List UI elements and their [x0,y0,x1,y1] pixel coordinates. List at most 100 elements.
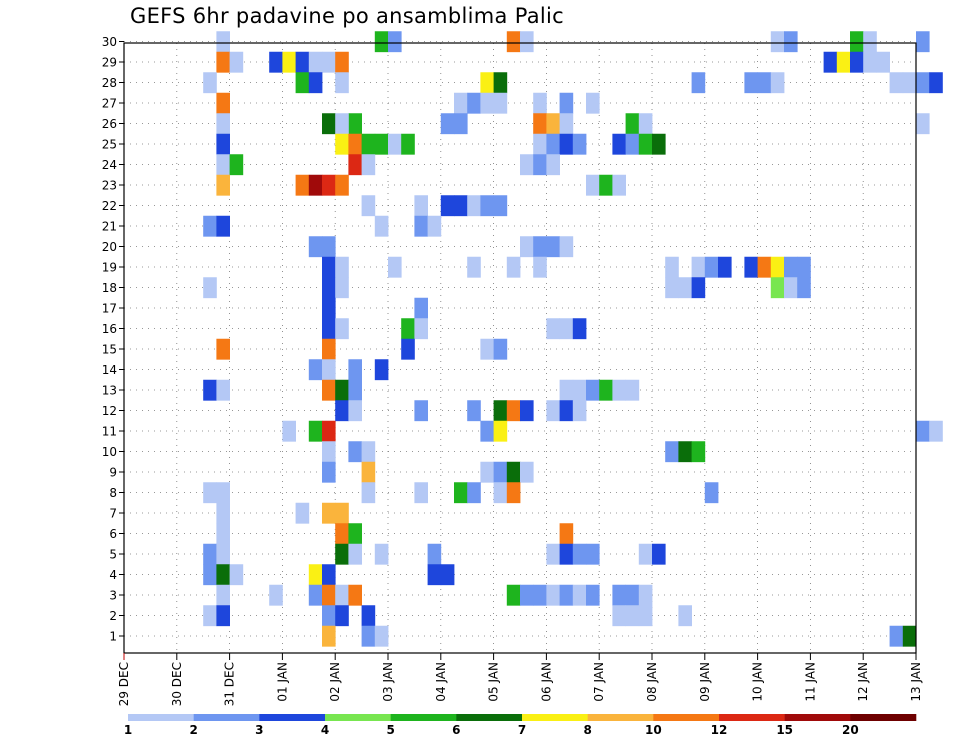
colorbar-label: 15 [776,723,793,737]
plot-frame [123,42,917,654]
heatmap-cell [216,174,230,196]
cell-layer [203,31,943,647]
heatmap-cell [203,277,217,299]
heatmap-cell [322,502,336,524]
heatmap-cell [322,379,336,401]
heatmap-cell [440,195,455,217]
heatmap-cell [625,133,640,155]
heatmap-cell [216,133,230,155]
heatmap-cell [282,51,296,73]
heatmap-cell [480,338,494,360]
heatmap-cell [586,543,600,565]
x-tick-label: 31 DEC [223,662,237,706]
heatmap-cell [322,277,336,299]
heatmap-cell [322,359,336,381]
heatmap-cell [493,338,508,360]
heatmap-cell [374,133,389,155]
heatmap-cell [757,256,772,278]
heatmap-cell [493,400,508,422]
heatmap-cell [559,400,574,422]
heatmap-cell [361,461,376,483]
colorbar-label: 20 [842,723,859,737]
heatmap-cell [216,338,230,360]
heatmap-cell [797,256,811,278]
heatmap-cell [335,133,349,155]
heatmap-cell [348,379,362,401]
heatmap-cell [797,277,811,299]
heatmap-cell [454,113,468,135]
heatmap-cell [546,543,560,565]
heatmap-cell [625,584,640,606]
heatmap-cell [665,441,679,463]
heatmap-cell [414,297,428,319]
colorbar-label: 12 [711,723,728,737]
heatmap-cell [638,543,653,565]
colorbar-swatch [193,714,260,721]
colorbar-swatch [390,714,457,721]
heatmap-cell [665,277,679,299]
heatmap-cell [322,605,336,627]
heatmap-cell [599,174,613,196]
heatmap-cell [348,441,362,463]
x-tick-label: 01 JAN [275,662,289,702]
heatmap-cell [559,543,574,565]
heatmap-cell [269,51,283,73]
heatmap-cell [586,584,600,606]
heatmap-cell [467,400,481,422]
heatmap-cell [757,72,772,94]
heatmap-cell [770,277,785,299]
heatmap-cell [322,174,336,196]
colorbar: 1 2 3 4 5 6 7 8 10 12 15 20 [124,714,917,737]
heatmap-cell [823,51,838,73]
x-tick-label: 04 JAN [434,662,448,702]
heatmap-cell [361,605,376,627]
heatmap-cell [506,256,521,278]
grid-layer [124,41,916,653]
heatmap-cell [295,502,310,524]
colorbar-swatch [456,714,523,721]
y-tick-label: 25 [102,138,117,152]
heatmap-cell [916,420,930,442]
heatmap-cell [322,297,336,319]
colorbar-swatch [653,714,720,721]
y-tick-label: 29 [102,56,117,70]
heatmap-cell [322,625,336,647]
heatmap-cell [572,400,587,422]
colorbar-swatch [784,714,851,721]
heatmap-cell [625,379,640,401]
heatmap-cell [203,482,217,504]
heatmap-cell [572,584,587,606]
heatmap-cell [203,605,217,627]
heatmap-cell [322,420,336,442]
heatmap-cell [784,277,798,299]
heatmap-cell [520,31,534,53]
heatmap-cell [216,154,230,176]
heatmap-cell [335,256,349,278]
heatmap-cell [361,133,376,155]
heatmap-cell [335,72,349,94]
y-tick-label: 15 [102,343,117,357]
heatmap-cell [691,277,706,299]
x-tick-label: 11 JAN [803,662,817,702]
heatmap-cell [467,256,481,278]
heatmap-cell [335,543,349,565]
colorbar-label: 6 [452,723,460,737]
colorbar-swatch [325,714,391,721]
heatmap-cell [216,543,230,565]
heatmap-cell [493,482,508,504]
y-tick-label: 17 [102,302,117,316]
heatmap-cell [889,72,904,94]
heatmap-cell [454,482,468,504]
y-tick-label: 4 [109,568,117,582]
heatmap-cell [652,133,666,155]
y-tick-label: 12 [102,404,117,418]
heatmap-cell [322,338,336,360]
heatmap-cell [374,543,389,565]
heatmap-cell [612,174,626,196]
heatmap-cell [850,51,864,73]
heatmap-cell [863,51,877,73]
x-tick-label: 06 JAN [539,662,553,702]
heatmap-cell [916,113,930,135]
heatmap-cell [348,113,362,135]
heatmap-cell [308,359,323,381]
